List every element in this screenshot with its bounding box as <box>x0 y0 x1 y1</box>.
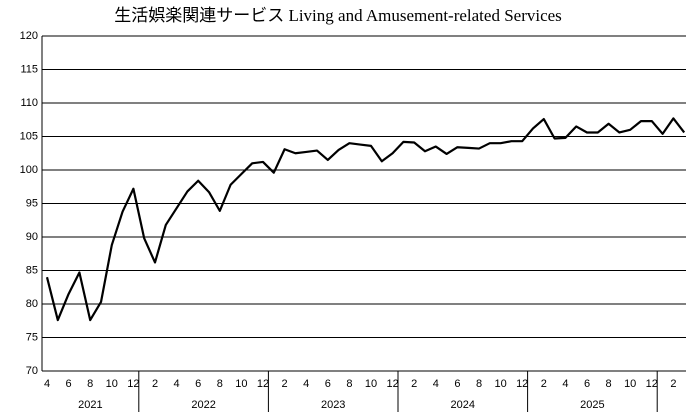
year-label: 2021 <box>78 399 102 411</box>
x-tick-label: 8 <box>606 378 612 390</box>
x-tick-label: 2 <box>411 378 417 390</box>
year-label: 2023 <box>321 399 345 411</box>
data-line <box>45 117 686 322</box>
y-tick-label: 70 <box>26 365 38 377</box>
x-tick-label: 12 <box>516 378 528 390</box>
x-tick-label: 6 <box>325 378 331 390</box>
x-tick-label: 6 <box>66 378 72 390</box>
y-tick-label: 90 <box>26 231 38 243</box>
year-label: 2022 <box>191 399 215 411</box>
x-tick-label: 12 <box>257 378 269 390</box>
y-tick-label: 85 <box>26 264 38 276</box>
y-tick-label: 115 <box>20 63 38 75</box>
x-tick-label: 10 <box>494 378 506 390</box>
x-tick-label: 2 <box>670 378 676 390</box>
x-tick-label: 10 <box>624 378 636 390</box>
year-label: 2024 <box>451 399 475 411</box>
y-tick-label: 110 <box>20 97 38 109</box>
y-tick-label: 80 <box>26 298 38 310</box>
y-tick-label: 100 <box>20 164 38 176</box>
x-tick-label: 10 <box>106 378 118 390</box>
y-tick-label: 95 <box>26 197 38 209</box>
x-tick-label: 8 <box>87 378 93 390</box>
x-tick-label: 6 <box>584 378 590 390</box>
y-tick-label: 75 <box>26 331 38 343</box>
x-tick-label: 12 <box>386 378 398 390</box>
x-tick-label: 12 <box>127 378 139 390</box>
x-tick-label: 8 <box>476 378 482 390</box>
x-tick-label: 2 <box>152 378 158 390</box>
x-tick-label: 4 <box>44 378 50 390</box>
x-tick-label: 4 <box>303 378 309 390</box>
x-tick-label: 10 <box>365 378 377 390</box>
x-tick-label: 8 <box>217 378 223 390</box>
x-tick-label: 6 <box>454 378 460 390</box>
x-tick-label: 4 <box>174 378 180 390</box>
x-tick-label: 10 <box>235 378 247 390</box>
y-tick-label: 120 <box>20 30 38 42</box>
x-tick-label: 4 <box>433 378 439 390</box>
x-tick-label: 8 <box>346 378 352 390</box>
x-tick-label: 2 <box>282 378 288 390</box>
chart-title: 生活娯楽関連サービス Living and Amusement-related … <box>114 6 562 25</box>
x-tick-label: 2 <box>541 378 547 390</box>
x-tick-label: 6 <box>195 378 201 390</box>
y-tick-label: 105 <box>20 130 38 142</box>
x-tick-label: 4 <box>562 378 568 390</box>
x-tick-label: 12 <box>646 378 658 390</box>
year-label: 2025 <box>580 399 604 411</box>
